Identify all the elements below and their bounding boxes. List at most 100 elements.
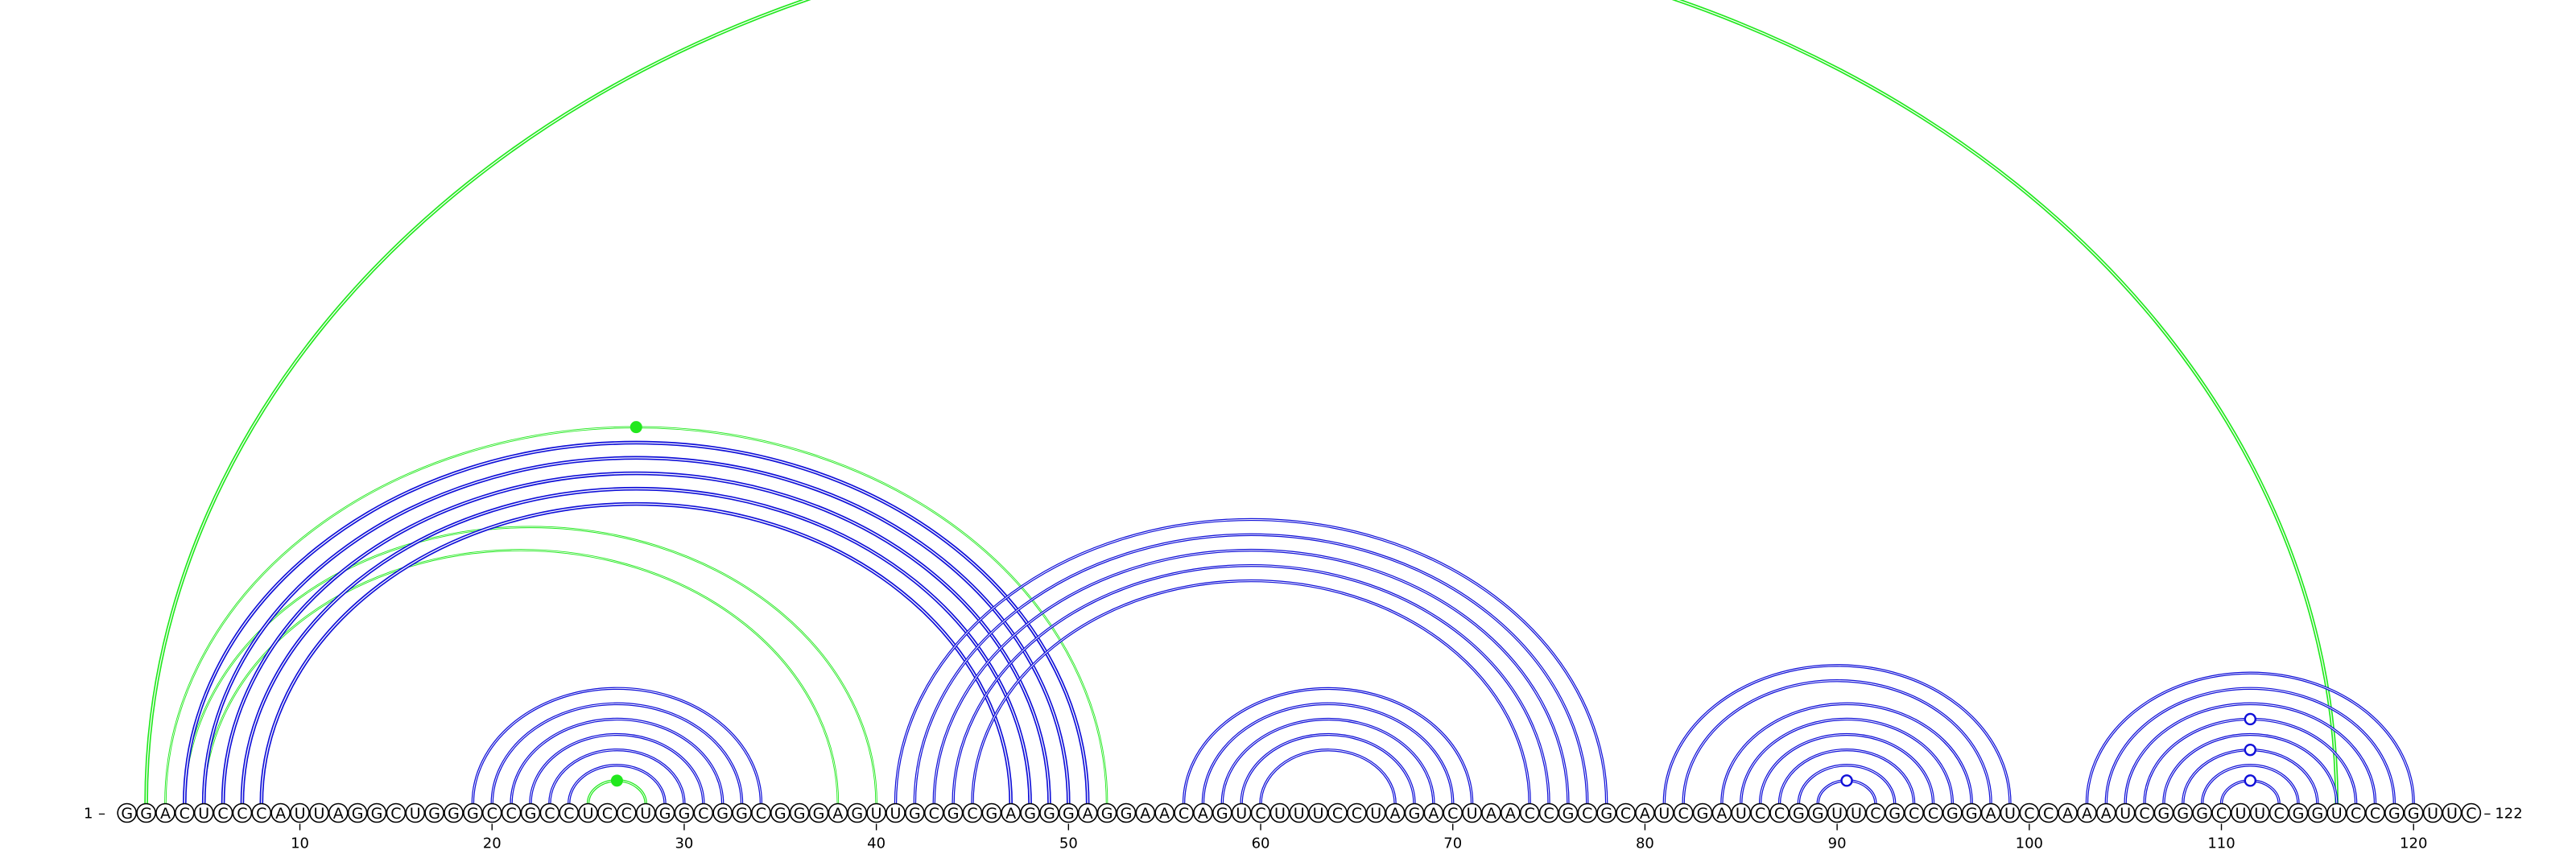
nucleotide-letter: A: [832, 805, 843, 823]
nucleotide-letter: C: [756, 805, 766, 823]
arc-highlight-85-96: [1740, 718, 1953, 804]
nucleotide-circle: [2384, 802, 2405, 823]
nucleotide-circle: [2326, 802, 2347, 823]
nucleotide-letter: G: [2293, 805, 2305, 823]
nucleotide-circle: [290, 802, 310, 823]
nucleotide: G: [136, 802, 156, 823]
nucleotide-circle: [1001, 802, 1022, 823]
nucleotide-letter: U: [1370, 805, 1381, 823]
nucleotide-circle: [481, 802, 502, 823]
nucleotide: G: [2288, 802, 2309, 823]
nucleotide-circle: [155, 802, 175, 823]
nucleotide-letter: U: [2446, 805, 2458, 823]
nucleotide: C: [1577, 802, 1598, 823]
nucleotide-circle: [635, 802, 656, 823]
arc-highlight-22-31: [530, 734, 704, 804]
nucleotide-letter: C: [390, 805, 401, 823]
nucleotide-letter: G: [1216, 805, 1228, 823]
nucleotide: G: [981, 802, 1002, 823]
nucleotide: A: [2058, 802, 2078, 823]
arc-highlight-107-116: [2163, 734, 2338, 804]
arc-highlight-87-94: [1779, 749, 1915, 804]
nucleotide-circle: [1404, 802, 1425, 823]
nucleotide: G: [654, 802, 675, 823]
nucleotide: C: [1865, 802, 1886, 823]
arc-highlight-106-117: [2144, 718, 2357, 804]
nucleotide-circle: [2403, 802, 2424, 823]
nucleotide-letter: A: [160, 805, 171, 823]
nucleotide-circle: [1731, 802, 1752, 823]
arc-highlight-105-118: [2124, 703, 2376, 804]
nucleotide-letter: G: [909, 805, 921, 823]
nucleotide-circle: [1174, 802, 1194, 823]
nucleotide-circle: [1269, 802, 1290, 823]
nucleotide-circle: [1385, 802, 1406, 823]
nucleotide-letter: C: [1543, 805, 1554, 823]
arc-highlight-45-74: [972, 580, 1530, 804]
nucleotide-circle: [405, 802, 426, 823]
nucleotide-circle: [193, 802, 214, 823]
nucleotide: G: [1020, 802, 1040, 823]
nucleotide-letter: A: [275, 805, 286, 823]
nucleotide-letter: U: [2120, 805, 2131, 823]
nucleotide-letter: A: [1505, 805, 1516, 823]
nucleotide-letter: C: [1870, 805, 1880, 823]
nucleotide: C: [481, 802, 502, 823]
nucleotide: C: [2019, 802, 2040, 823]
nucleotide: U: [1269, 802, 1290, 823]
arc-highlight-2-116: [145, 0, 2338, 804]
nucleotide-letter: U: [1313, 805, 1324, 823]
nucleotide: C: [1347, 802, 1367, 823]
nucleotide-circle: [1116, 802, 1137, 823]
nucleotide-letter: U: [1236, 805, 1247, 823]
nucleotide-circle: [1885, 802, 1905, 823]
arc-highlight-84-97: [1721, 703, 1972, 804]
nucleotide: G: [1789, 802, 1809, 823]
arc-marker-dot: [630, 421, 642, 434]
nucleotide-letter: G: [428, 805, 440, 823]
nucleotide-circle: [1538, 802, 1559, 823]
arc-highlight-6-49: [222, 472, 1051, 804]
nucleotide-circle: [1865, 802, 1886, 823]
nucleotide: G: [732, 802, 752, 823]
nucleotide-circle: [1750, 802, 1770, 823]
arc-canonical-85-96: [1740, 717, 1955, 804]
nucleotide-letter: C: [1179, 805, 1189, 823]
nucleotide-circle: [2000, 802, 2021, 823]
nucleotide-circle: [136, 802, 156, 823]
nucleotide-circle: [366, 802, 387, 823]
nucleotide-circle: [2115, 802, 2136, 823]
nucleotide-circle: [539, 802, 560, 823]
nucleotide-circle: [2173, 802, 2194, 823]
arc-highlight-56-71: [1183, 687, 1473, 804]
arc-canonical-6-49: [221, 471, 1051, 804]
nucleotide: C: [539, 802, 560, 823]
nucleotide-circle: [732, 802, 752, 823]
nucleotide-letter: C: [564, 805, 574, 823]
nucleotide: G: [2153, 802, 2174, 823]
nucleotide: A: [2077, 802, 2097, 823]
nucleotide: G: [463, 802, 483, 823]
nucleotide-circle: [962, 802, 983, 823]
nucleotide: U: [1462, 802, 1482, 823]
nucleotide-circle: [1596, 802, 1616, 823]
nucleotide-letter: C: [506, 805, 516, 823]
nucleotide: U: [2249, 802, 2270, 823]
tick-label: 50: [1059, 835, 1078, 852]
nucleotide-circle: [1904, 802, 1924, 823]
nucleotide-circle: [2249, 802, 2270, 823]
nucleotide-letter: G: [716, 805, 729, 823]
nucleotide-circle: [1980, 802, 2001, 823]
arc-canonical-106-117: [2143, 717, 2358, 804]
nucleotide-letter: G: [2196, 805, 2208, 823]
arc-highlight-20-33: [491, 703, 743, 804]
nucleotide-letter: C: [2351, 805, 2361, 823]
nucleotide-letter: G: [1101, 805, 1113, 823]
nucleotide-letter: G: [794, 805, 806, 823]
arc-highlight-43-76: [933, 550, 1569, 804]
nucleotide-circle: [1673, 802, 1694, 823]
nucleotide: U: [866, 802, 886, 823]
nucleotide-letter: G: [525, 805, 537, 823]
nucleotide: G: [712, 802, 733, 823]
arc-canonical-86-95: [1758, 732, 1935, 804]
